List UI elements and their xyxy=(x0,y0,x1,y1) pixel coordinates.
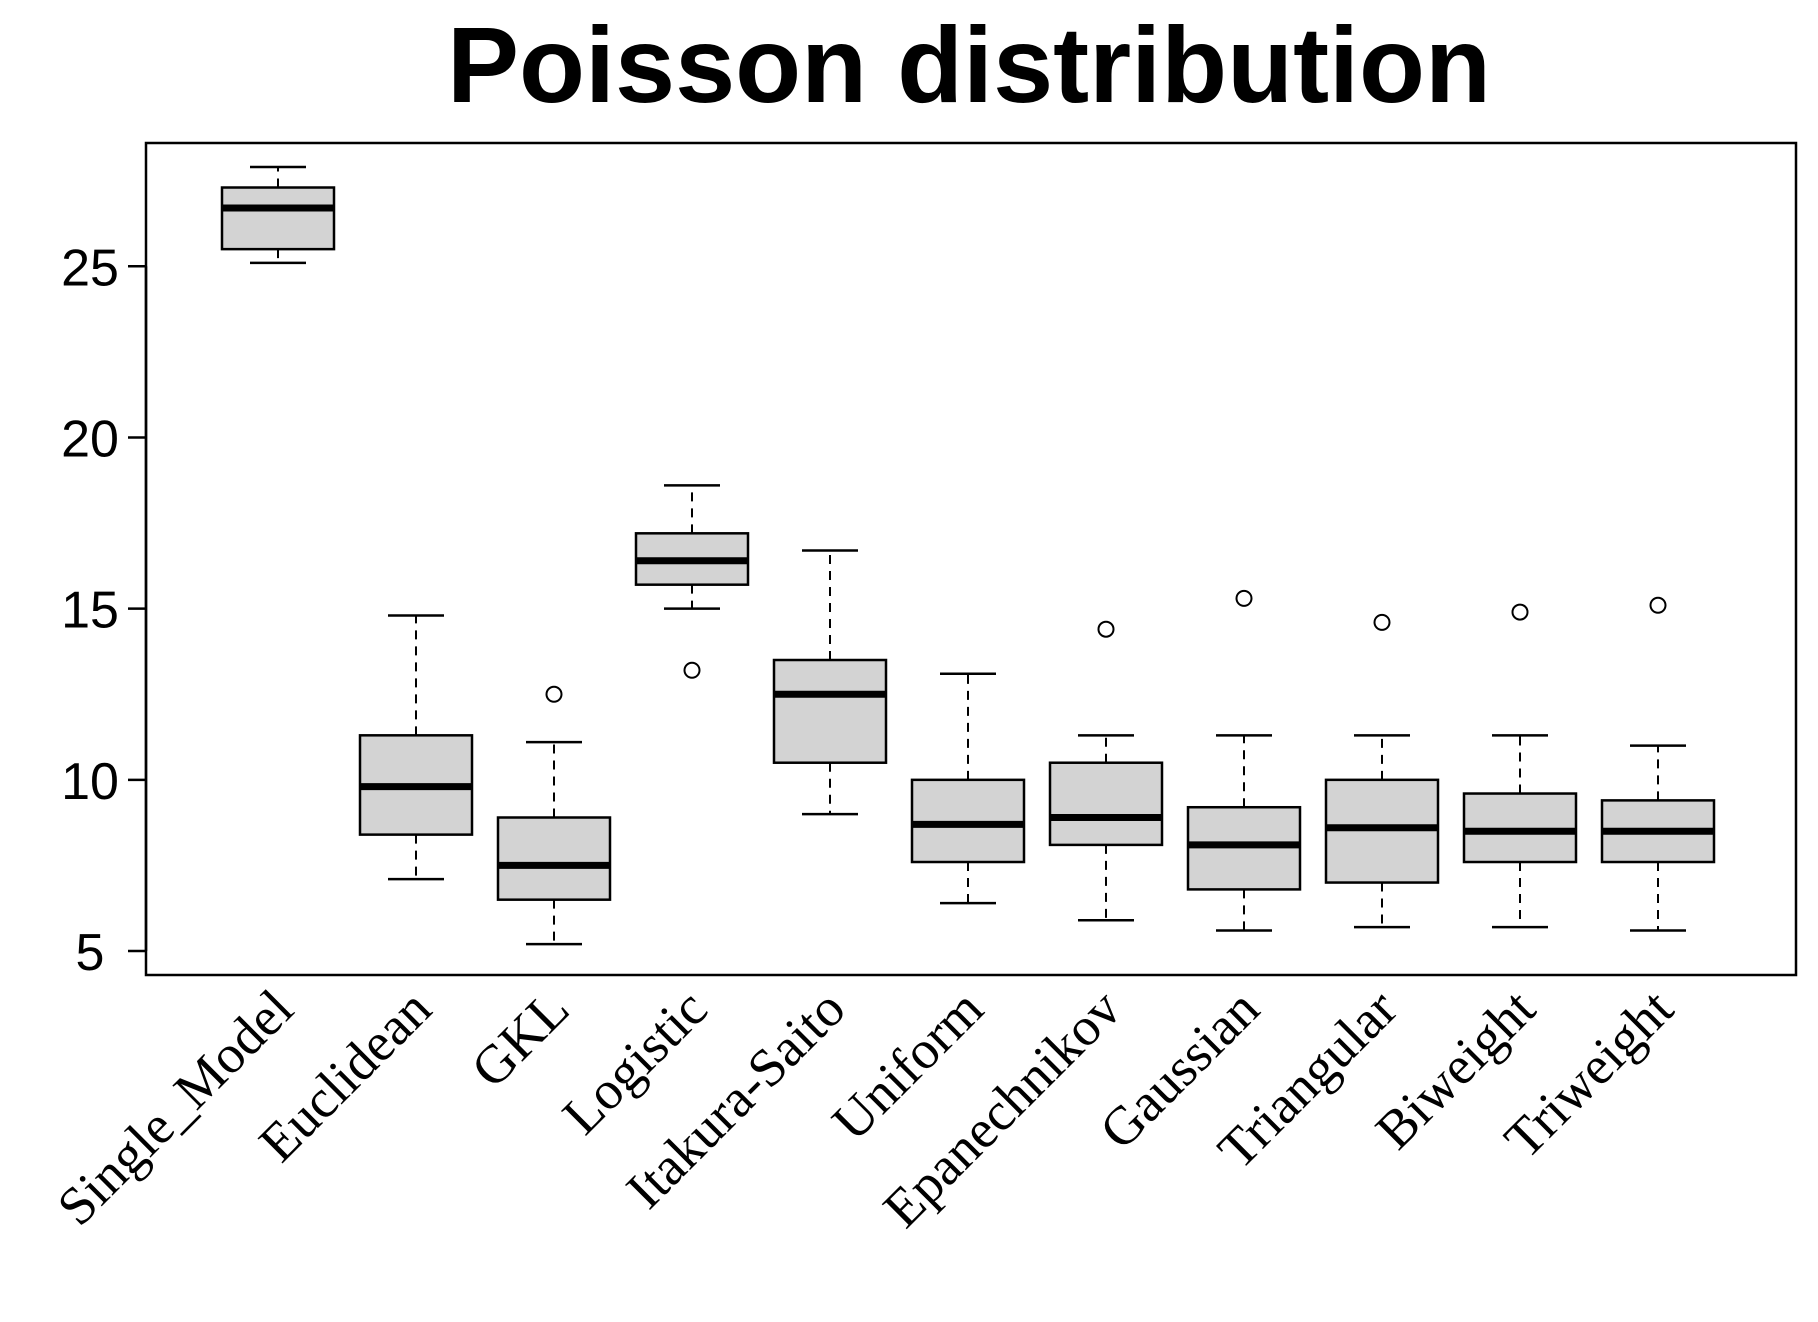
outlier-point xyxy=(1235,589,1253,607)
y-axis: 5 10 15 20 25 xyxy=(61,239,148,982)
box-group xyxy=(1186,589,1302,932)
y-tick-label: 10 xyxy=(61,753,119,811)
y-tick-label: 15 xyxy=(61,582,119,640)
outlier-point xyxy=(1511,603,1529,621)
box-group xyxy=(1324,613,1440,929)
box-iqr xyxy=(772,658,888,764)
y-tick-label: 20 xyxy=(61,410,119,468)
y-tick-label: 25 xyxy=(61,239,119,297)
outlier-point xyxy=(545,685,563,703)
box-group xyxy=(496,685,612,946)
box-group xyxy=(1600,596,1716,932)
outlier-point xyxy=(1373,613,1391,631)
box-group xyxy=(1462,603,1578,929)
box-group xyxy=(772,549,888,816)
box-iqr xyxy=(1048,761,1164,847)
outlier-point xyxy=(1097,620,1115,638)
chart-title: Poisson distribution xyxy=(447,4,1491,125)
box-group xyxy=(910,672,1026,905)
box-series xyxy=(220,165,1716,946)
outlier-point xyxy=(683,661,701,679)
x-tick-label: GKL xyxy=(460,978,581,1099)
box-iqr xyxy=(496,816,612,901)
x-tick-label: Epanechnikov xyxy=(872,978,1133,1239)
box-group xyxy=(1048,620,1164,922)
box-group xyxy=(220,165,336,265)
y-tick-label: 5 xyxy=(76,924,105,982)
outlier-point xyxy=(1649,596,1667,614)
box-group xyxy=(634,484,750,679)
x-tick-label: Single_Model xyxy=(46,978,305,1237)
box-group xyxy=(358,614,474,881)
box-iqr xyxy=(220,186,336,251)
